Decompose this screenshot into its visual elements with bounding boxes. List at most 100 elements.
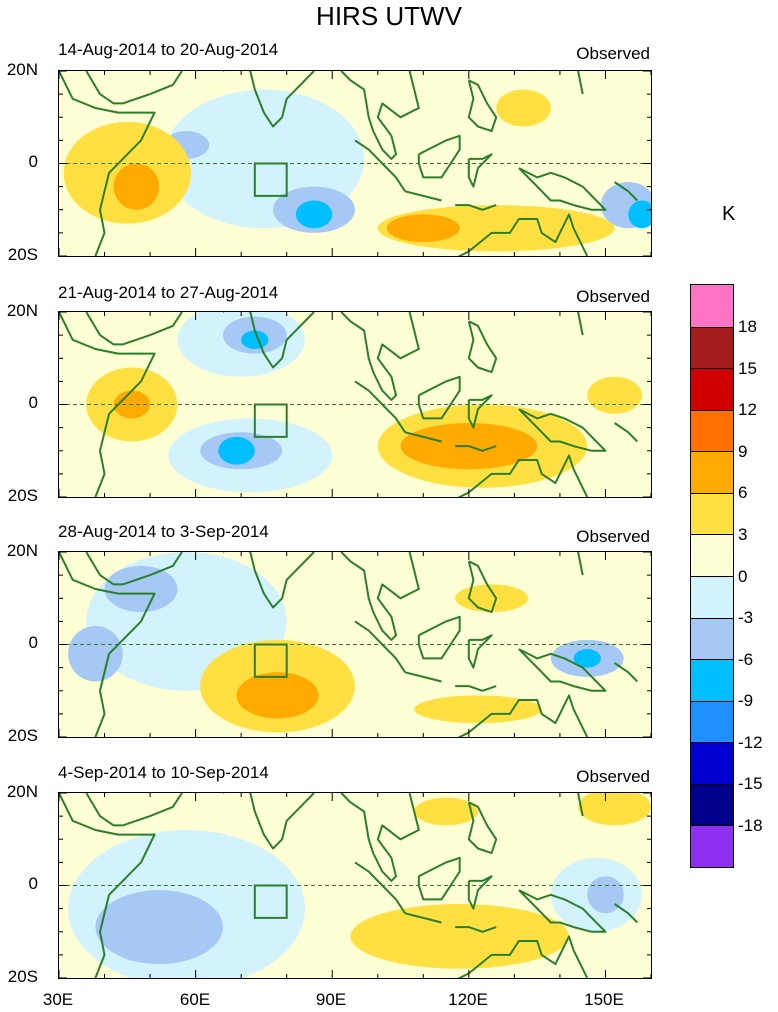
panel-4-coastline-12 (467, 801, 498, 855)
panel-3-coastline-2 (85, 552, 183, 586)
colorbar-tick-m3: -3 (738, 608, 754, 627)
panel-1-coastline-3 (222, 71, 315, 128)
chart-title: HIRS UTWV (316, 1, 462, 31)
panel-3-anomaly-region-2 (104, 565, 178, 613)
panel-3-map (58, 551, 652, 738)
panel-3-anomaly-region-9 (455, 584, 529, 613)
colorbar-tick-3: 3 (738, 525, 748, 544)
panel-3-coastline-6 (404, 671, 442, 683)
panel-1-anomaly-region-8 (113, 163, 160, 210)
panel-4-ylabel-0: 0 (28, 874, 38, 893)
panel-1-map-canvas (59, 71, 651, 256)
panel-3-coastline-7 (417, 615, 461, 660)
panel-3-coastline-11 (457, 694, 589, 737)
panel-4-map-canvas (59, 793, 651, 978)
panel-2-coastline-1 (59, 312, 156, 497)
panel-1-coastline-10 (518, 167, 607, 211)
panel-4-coastline-13 (577, 793, 584, 817)
panel-4-coastline-6 (404, 912, 442, 924)
colorbar-segment-4 (691, 409, 733, 452)
colorbar-unit: K (722, 203, 736, 225)
panel-4-coastline-10 (518, 889, 607, 933)
panel-2-observed-label: Observed (576, 287, 650, 306)
panel-3-coastline-4 (340, 552, 420, 641)
panel-1-coastline-6 (404, 190, 442, 202)
panel-3-ylabel-20n: 20N (6, 541, 38, 560)
panel-3-coastline-14 (614, 662, 639, 683)
panel-4-period: 4-Sep-2014 to 10-Sep-2014 (58, 763, 269, 782)
panel-3-coastline-8 (467, 634, 493, 669)
panel-4-anomaly-region-7 (414, 797, 478, 826)
panel-1-anomaly-region-6 (628, 200, 651, 229)
panel-4-ylabel-20s: 20S (7, 967, 38, 986)
panel-1-coastline-2 (85, 71, 183, 105)
colorbar-tick-9: 9 (738, 442, 748, 461)
panel-2-coastline-11 (457, 454, 589, 497)
panel-2-anomaly-region-3 (241, 330, 269, 349)
panel-3-coastline-12 (467, 560, 498, 614)
panel-4-coastline-4 (340, 793, 420, 882)
panel-1-coastline-7 (417, 134, 461, 179)
panel-1-ylabel-0: 0 (28, 152, 38, 171)
panel-4-coastline-7 (417, 856, 461, 901)
panel-4-coastline-2 (85, 793, 183, 827)
colorbar-tick-m18: -18 (738, 816, 763, 835)
panel-3-period: 28-Aug-2014 to 3-Sep-2014 (58, 522, 269, 541)
panel-1-coastline-12 (467, 79, 498, 133)
x-tick-label-90e: 90E (315, 990, 347, 1009)
colorbar-segment-7 (691, 534, 733, 576)
colorbar-tick-0: 0 (738, 567, 748, 586)
x-tick-label-150e: 150E (584, 990, 624, 1009)
panel-2-ylabel-0: 0 (28, 393, 38, 412)
panel-1-coastline-4 (340, 71, 420, 160)
panel-3-ylabel-20s: 20S (7, 726, 38, 745)
x-tick-label-30e: 30E (42, 990, 74, 1009)
panel-4-coastline-9 (455, 926, 497, 933)
panel-2-coastline-13 (577, 312, 584, 336)
x-tick-label-120e: 120E (448, 990, 488, 1009)
panel-1-anomaly-region-10 (386, 214, 460, 243)
colorbar-segment-6 (691, 492, 733, 535)
panel-2-coastline-3 (222, 312, 315, 369)
colorbar-tick-m12: -12 (738, 733, 763, 752)
colorbar-segment-10 (691, 659, 733, 701)
panel-2-anomaly-region-6 (218, 436, 255, 465)
x-tick-label-60e: 60E (179, 990, 211, 1009)
colorbar-segment-11 (691, 700, 733, 743)
panel-1-period: 14-Aug-2014 to 20-Aug-2014 (58, 40, 279, 59)
panel-3-coastline-13 (577, 552, 584, 576)
panel-4-map (58, 792, 652, 979)
panel-3-anomaly-region-7 (236, 672, 319, 719)
colorbar-tick-m15: -15 (738, 774, 763, 793)
panel-4-coastline-11 (457, 935, 589, 978)
panel-3-coastline-9 (455, 685, 497, 692)
panel-2-period: 21-Aug-2014 to 27-Aug-2014 (58, 283, 279, 302)
panel-1-map (58, 70, 652, 257)
panel-2-coastline-4 (340, 312, 420, 401)
panel-3-ylabel-0: 0 (28, 633, 38, 652)
panel-2-coastline-8 (467, 394, 493, 429)
panel-1-coastline-11 (457, 213, 589, 256)
panel-1-coastline-8 (467, 153, 493, 188)
panel-1-ylabel-20n: 20N (6, 60, 38, 79)
colorbar-segment-12 (691, 742, 733, 784)
colorbar-tick-12: 12 (738, 400, 757, 419)
panel-3-map-canvas (59, 552, 651, 737)
panel-3-coastline-10 (518, 648, 607, 692)
panel-3-anomaly-region-3 (68, 626, 123, 682)
panel-4-anomaly-region-4 (587, 876, 624, 914)
colorbar-tick-18: 18 (738, 317, 757, 336)
panel-2-coastline-10 (518, 408, 607, 452)
panel-1-coastline-13 (577, 71, 584, 95)
panel-1-coastline-14 (614, 181, 639, 202)
panel-1-coastline-9 (455, 204, 497, 211)
panel-2-coastline-14 (614, 422, 639, 443)
panel-4-anomaly-region-6 (578, 793, 651, 826)
panel-3-anomaly-region-8 (414, 695, 542, 724)
colorbar-segment-9 (691, 617, 733, 660)
colorbar (690, 284, 734, 868)
panel-1-anomaly-region-11 (496, 89, 551, 127)
panel-4-coastline-14 (614, 903, 639, 924)
panel-4-coastline-8 (467, 875, 493, 910)
panel-3-coastline-3 (222, 552, 315, 609)
